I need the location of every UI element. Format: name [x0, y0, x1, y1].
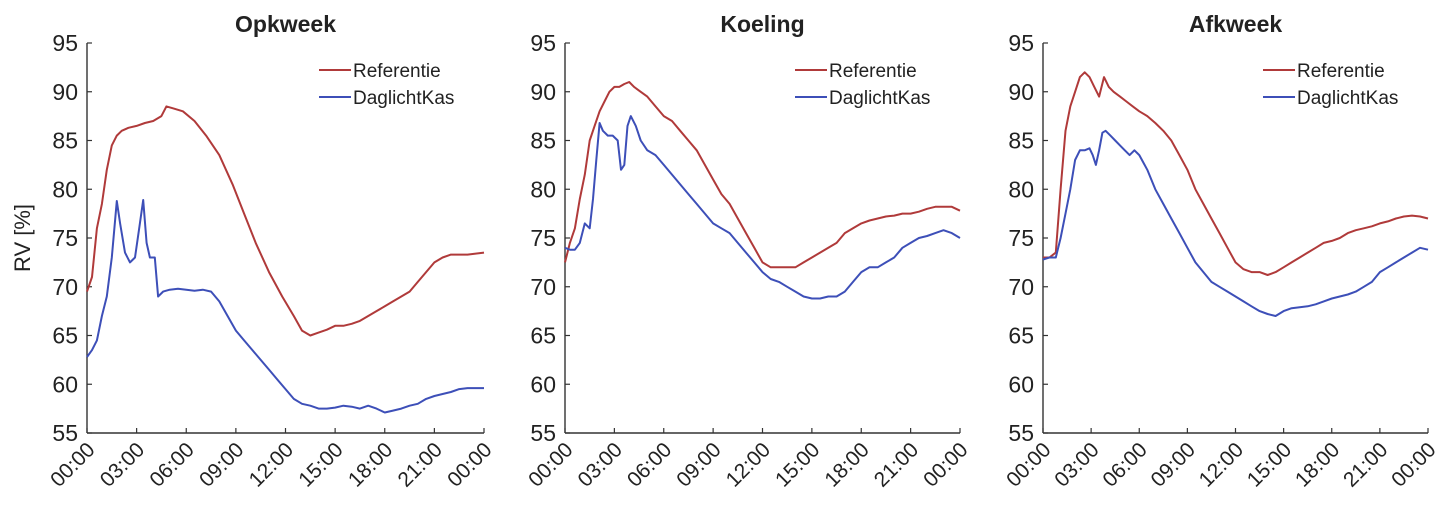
x-tick-label: 06:00 [1098, 438, 1151, 491]
series-line-daglichtkas [1042, 129, 1429, 317]
x-tick-label: 00:00 [1002, 438, 1055, 491]
x-tick-label: 00:00 [1387, 438, 1440, 491]
y-tick-label: 65 [530, 323, 556, 349]
x-tick-label: 03:00 [573, 438, 626, 491]
x-tick-label: 12:00 [722, 438, 775, 491]
y-tick-label: 90 [52, 79, 78, 105]
x-tick-label: 18:00 [1291, 438, 1344, 491]
legend-label: Referentie [1297, 61, 1385, 82]
y-tick-label: 65 [1008, 323, 1034, 349]
y-tick-label: 75 [52, 225, 78, 251]
y-tick-label: 60 [52, 371, 78, 397]
legend-label: DaglichtKas [829, 88, 930, 109]
x-tick-label: 09:00 [672, 438, 725, 491]
legend-label: Referentie [829, 61, 917, 82]
y-tick-label: 90 [530, 79, 556, 105]
x-tick-label: 09:00 [1146, 438, 1199, 491]
x-tick-label: 03:00 [1050, 438, 1103, 491]
x-tick-label: 06:00 [623, 438, 676, 491]
y-tick-label: 85 [1008, 128, 1034, 154]
legend-label: Referentie [353, 61, 441, 82]
legend-label: DaglichtKas [1297, 88, 1398, 109]
chart-panel-1: 95908580757065605500:0003:0006:0009:0012… [10, 11, 497, 492]
y-tick-label: 90 [1008, 79, 1034, 105]
x-tick-label: 21:00 [870, 438, 923, 491]
y-tick-label: 55 [52, 420, 78, 446]
x-tick-label: 03:00 [96, 438, 149, 491]
x-tick-label: 00:00 [443, 438, 496, 491]
chart-panel-2: 95908580757065605500:0003:0006:0009:0012… [524, 11, 972, 492]
y-tick-label: 95 [52, 30, 78, 56]
y-tick-label: 95 [530, 30, 556, 56]
legend-label: DaglichtKas [353, 88, 454, 109]
y-tick-label: 80 [1008, 176, 1034, 202]
x-tick-label: 15:00 [1243, 438, 1296, 491]
y-tick-label: 85 [52, 128, 78, 154]
y-tick-label: 55 [1008, 420, 1034, 446]
y-tick-label: 70 [52, 274, 78, 300]
y-tick-label: 80 [530, 176, 556, 202]
x-tick-label: 00:00 [524, 438, 577, 491]
y-tick-label: 75 [1008, 225, 1034, 251]
y-tick-label: 95 [1008, 30, 1034, 56]
series-line-daglichtkas [564, 115, 961, 300]
y-tick-label: 80 [52, 176, 78, 202]
chart-panel-3: 95908580757065605500:0003:0006:0009:0012… [1002, 11, 1440, 492]
series-line-daglichtkas [86, 199, 484, 414]
y-tick-label: 60 [530, 371, 556, 397]
y-tick-label: 65 [52, 323, 78, 349]
x-tick-label: 00:00 [46, 438, 99, 491]
x-tick-label: 15:00 [771, 438, 824, 491]
x-tick-label: 00:00 [919, 438, 972, 491]
y-tick-label: 75 [530, 225, 556, 251]
y-axis-label: RV [%] [10, 204, 35, 272]
x-tick-label: 21:00 [393, 438, 446, 491]
y-tick-label: 55 [530, 420, 556, 446]
y-tick-label: 60 [1008, 371, 1034, 397]
x-tick-label: 18:00 [820, 438, 873, 491]
series-line-referentie [86, 105, 485, 337]
chart-title: Koeling [720, 11, 804, 37]
chart-title: Afkweek [1189, 11, 1283, 37]
x-tick-label: 06:00 [145, 438, 198, 491]
x-tick-label: 12:00 [245, 438, 298, 491]
series-line-referentie [564, 81, 961, 269]
x-tick-label: 21:00 [1339, 438, 1392, 491]
x-tick-label: 09:00 [195, 438, 248, 491]
chart-title: Opkweek [235, 11, 336, 37]
y-tick-label: 85 [530, 128, 556, 154]
x-tick-label: 18:00 [344, 438, 397, 491]
y-tick-label: 70 [530, 274, 556, 300]
y-tick-label: 70 [1008, 274, 1034, 300]
x-tick-label: 15:00 [294, 438, 347, 491]
series-line-referentie [1043, 71, 1429, 276]
x-tick-label: 12:00 [1195, 438, 1248, 491]
